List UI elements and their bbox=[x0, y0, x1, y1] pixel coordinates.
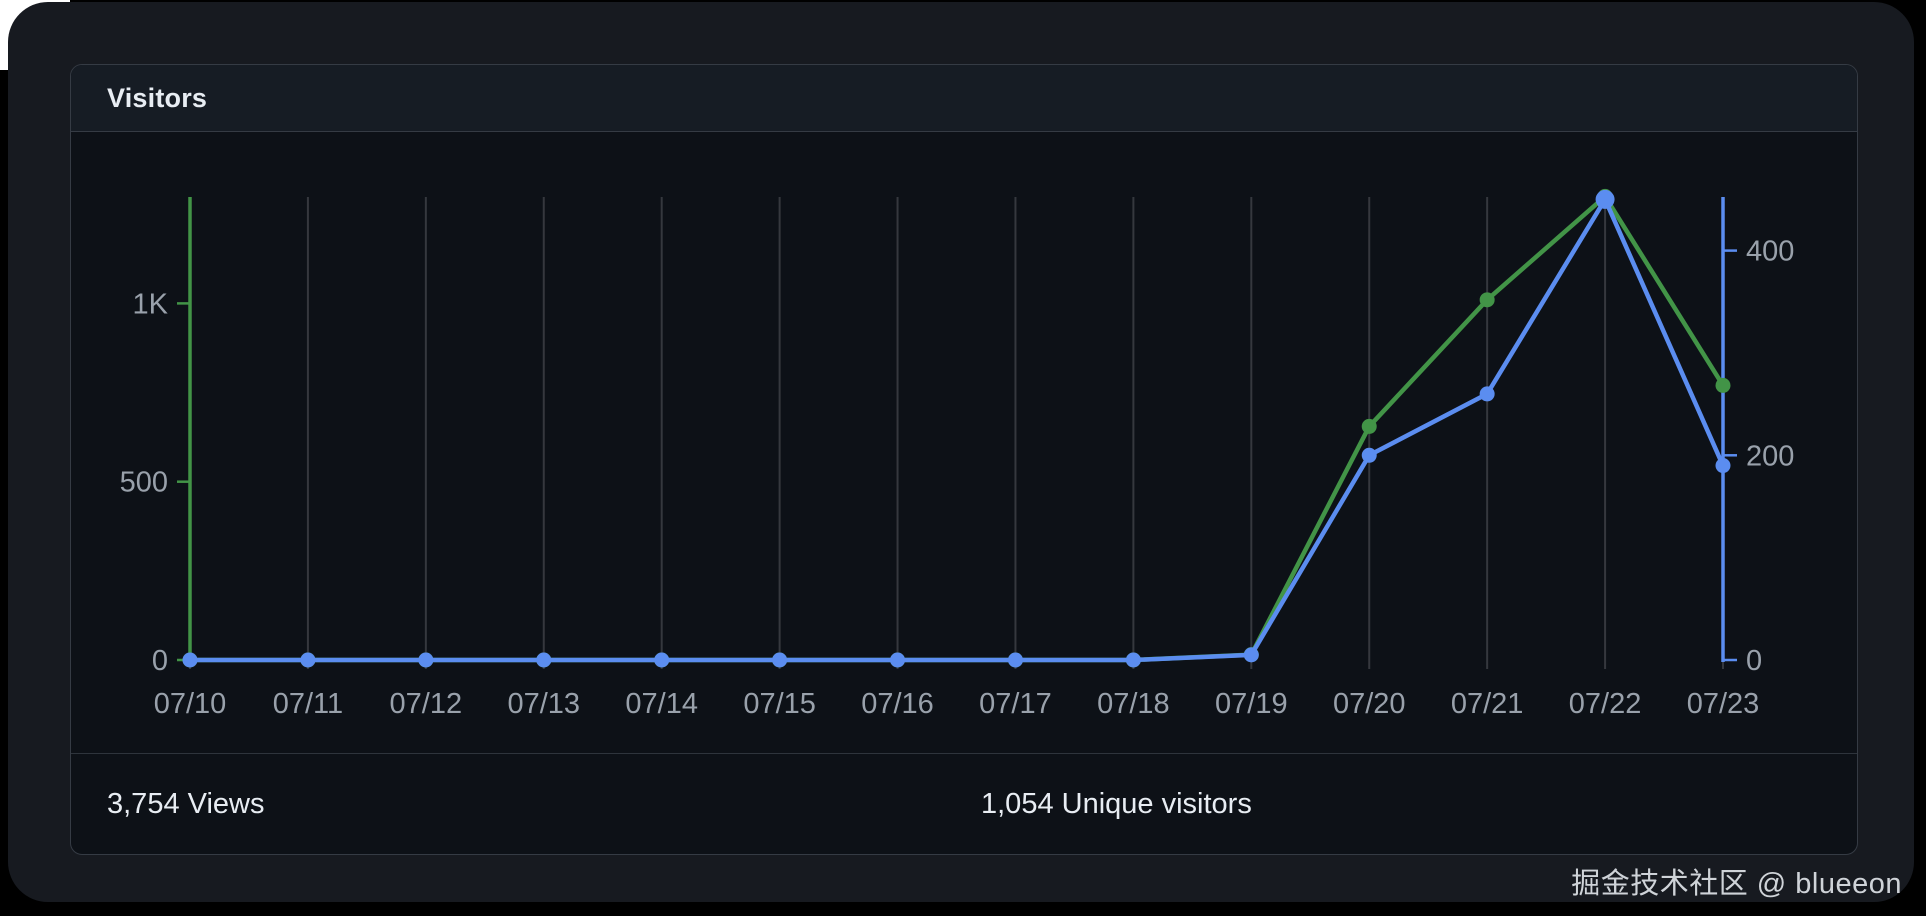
x-axis-label: 07/16 bbox=[861, 688, 934, 720]
x-axis-label: 07/23 bbox=[1687, 688, 1760, 720]
x-axis-label: 07/17 bbox=[979, 688, 1052, 720]
app-window: Visitors 3,754 Views 1,054 Unique visito… bbox=[8, 2, 1914, 902]
card-footer: 3,754 Views 1,054 Unique visitors bbox=[71, 753, 1857, 854]
right-axis-label: 400 bbox=[1746, 236, 1794, 268]
unique-visitors-point[interactable] bbox=[300, 652, 316, 668]
unique-visitors-line bbox=[187, 197, 1726, 663]
x-axis-label: 07/15 bbox=[743, 688, 816, 720]
x-axis-label: 07/10 bbox=[154, 688, 227, 720]
unique-visitors-point[interactable] bbox=[1595, 189, 1615, 209]
views-line bbox=[187, 194, 1726, 663]
unique-visitors-point[interactable] bbox=[1007, 652, 1023, 668]
unique-visitors-point[interactable] bbox=[1243, 647, 1259, 663]
x-axis-label: 07/13 bbox=[507, 688, 580, 720]
visitors-card: Visitors 3,754 Views 1,054 Unique visito… bbox=[70, 64, 1858, 855]
x-axis-label: 07/18 bbox=[1097, 688, 1170, 720]
x-axis-label: 07/20 bbox=[1333, 688, 1406, 720]
views-point[interactable] bbox=[1715, 377, 1731, 393]
unique-visitors-point[interactable] bbox=[890, 652, 906, 668]
unique-visitors-point[interactable] bbox=[1479, 386, 1495, 402]
unique-visitors-point[interactable] bbox=[418, 652, 434, 668]
right-axis-label: 0 bbox=[1746, 645, 1762, 677]
unique-visitors-point[interactable] bbox=[772, 652, 788, 668]
x-axis-label: 07/19 bbox=[1215, 688, 1288, 720]
left-axis-label: 0 bbox=[152, 645, 168, 677]
unique-visitors-point[interactable] bbox=[1125, 652, 1141, 668]
unique-visitors-point[interactable] bbox=[536, 652, 552, 668]
card-title: Visitors bbox=[107, 82, 208, 113]
unique-visitors-point[interactable] bbox=[1361, 447, 1377, 463]
unique-visitors-point[interactable] bbox=[1715, 458, 1731, 474]
watermark: 掘金技术社区 @ blueeon bbox=[1571, 868, 1902, 900]
unique-visitors-total: 1,054 Unique visitors bbox=[981, 787, 1252, 820]
x-axis-label: 07/11 bbox=[273, 688, 343, 720]
x-axis-label: 07/12 bbox=[390, 688, 463, 720]
card-header: Visitors bbox=[71, 65, 1857, 132]
left-axis-label: 1K bbox=[133, 288, 169, 320]
views-point[interactable] bbox=[1361, 418, 1377, 434]
unique-visitors-point[interactable] bbox=[182, 652, 198, 668]
left-axis-label: 500 bbox=[120, 467, 168, 499]
views-point[interactable] bbox=[1479, 292, 1495, 308]
right-axis-label: 200 bbox=[1746, 440, 1794, 472]
x-axis-label: 07/22 bbox=[1569, 688, 1642, 720]
views-total: 3,754 Views bbox=[107, 787, 265, 820]
unique-visitors-point[interactable] bbox=[654, 652, 670, 668]
x-axis-label: 07/21 bbox=[1451, 688, 1524, 720]
x-axis-label: 07/14 bbox=[625, 688, 698, 720]
